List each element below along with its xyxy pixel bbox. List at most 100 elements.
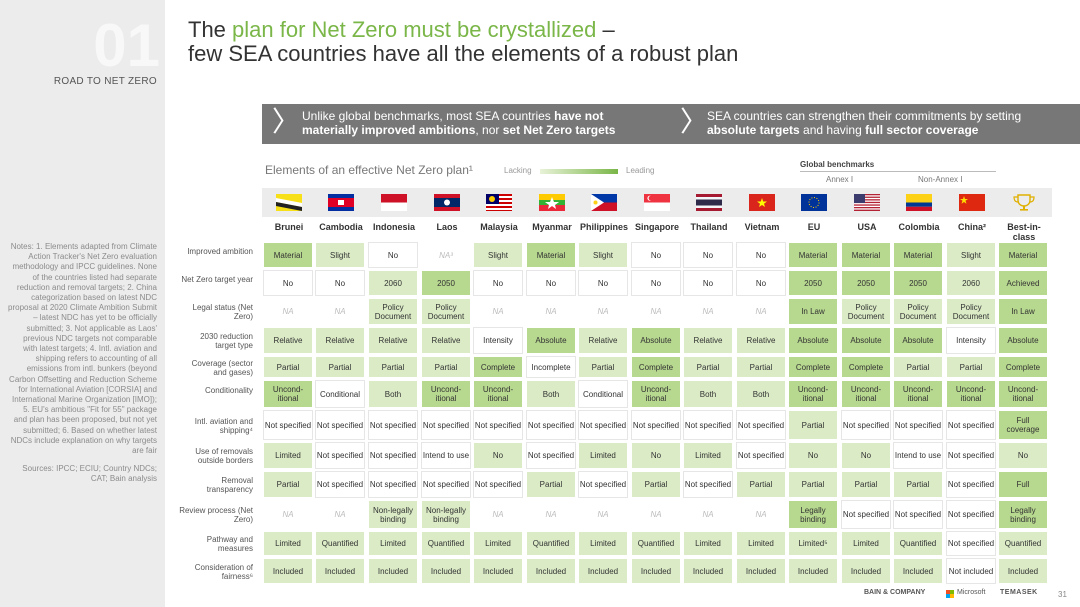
annex1-label: Annex I	[826, 175, 854, 184]
table-cell: Included	[368, 558, 418, 584]
table-cell: Non-legally binding	[421, 500, 471, 529]
trophy-icon	[1012, 194, 1035, 211]
table-cell: Uncond-itional	[421, 380, 471, 408]
table-cell: Partial	[736, 471, 786, 498]
table-cell: Absolute	[893, 327, 943, 354]
table-cell: NA	[473, 298, 523, 325]
title-line2: few SEA countries have all the elements …	[188, 41, 739, 66]
table-cell: Uncond-itional	[788, 380, 838, 408]
column-header: Brunei	[274, 222, 304, 232]
bain-logo: BAIN & COMPANY	[864, 589, 926, 596]
table-cell: Material	[788, 242, 838, 268]
legend-low-label: Lacking	[504, 166, 532, 175]
table-cell: Partial	[368, 356, 418, 378]
table-cell: Quantified	[893, 531, 943, 556]
table-cell: Relative	[263, 327, 313, 354]
table-cell: In Law	[788, 298, 838, 325]
table-cell: Uncond-itional	[631, 380, 681, 408]
table-cell: NA	[526, 500, 576, 529]
table-cell: Not specified	[473, 471, 523, 498]
table-cell: Limited	[263, 442, 313, 469]
table-cell: Not included	[946, 558, 996, 584]
table-cell: NA	[578, 298, 628, 325]
column-header: Myanmar	[532, 222, 572, 232]
temasek-logo: TEMASEK	[1000, 589, 1038, 596]
table-cell: Not specified	[368, 410, 418, 440]
cambodia-flag-icon	[327, 194, 354, 211]
column-header: Laos	[436, 222, 458, 232]
table-cell: Intend to use	[421, 442, 471, 469]
column-header: Vietnam	[744, 222, 780, 232]
table-cell: NA	[526, 298, 576, 325]
table-cell: Absolute	[841, 327, 891, 354]
title-highlight: plan for Net Zero must be crystallized	[232, 17, 597, 42]
table-cell: No	[788, 442, 838, 469]
table-cell: Not specified	[736, 410, 786, 440]
table-cell: No	[683, 270, 733, 296]
table-cell: Not specified	[368, 471, 418, 498]
table-cell: Included	[526, 558, 576, 584]
table-cell: Limited	[578, 442, 628, 469]
table-cell: Complete	[788, 356, 838, 378]
table-cell: Both	[368, 380, 418, 408]
column-header: Best-in-class	[1007, 222, 1041, 242]
notes-text: Notes: 1. Elements adapted from Climate …	[8, 242, 157, 456]
table-cell: Not specified	[893, 410, 943, 440]
table-cell: Not specified	[315, 442, 365, 469]
table-cell: Uncond-itional	[946, 380, 996, 408]
table-cell: In Law	[998, 298, 1048, 325]
table-cell: Absolute	[526, 327, 576, 354]
table-cell: Limited⁵	[788, 531, 838, 556]
table-cell: Not specified	[315, 410, 365, 440]
column-header: EU	[807, 222, 821, 232]
row-label: Review process (Net Zero)	[179, 506, 253, 524]
table-cell: Partial	[788, 410, 838, 440]
table-cell: Included	[631, 558, 681, 584]
table-cell: Both	[683, 380, 733, 408]
table-cell: Not specified	[736, 442, 786, 469]
table-cell: Intend to use	[893, 442, 943, 469]
legend-gradient-bar	[540, 169, 618, 174]
table-cell: Not specified	[946, 442, 996, 469]
table-cell: NA	[473, 500, 523, 529]
section-label: ROAD TO NET ZERO	[53, 76, 157, 87]
table-cell: Included	[841, 558, 891, 584]
section-number: 01	[93, 12, 160, 79]
table-cell: Relative	[578, 327, 628, 354]
banner-right-text: SEA countries can strengthen their commi…	[707, 109, 1022, 137]
table-cell: Quantified	[631, 531, 681, 556]
table-cell: Achieved	[998, 270, 1048, 296]
table-cell: Limited	[263, 531, 313, 556]
chevron-right-icon: 〉	[680, 106, 709, 137]
row-label: Net Zero target year	[181, 274, 253, 284]
table-cell: Both	[526, 380, 576, 408]
table-cell: Uncond-itional	[841, 380, 891, 408]
laos-flag-icon	[433, 194, 460, 211]
table-cell: Limited	[578, 531, 628, 556]
table-cell: Not specified	[841, 500, 891, 529]
column-header: Cambodia	[319, 222, 363, 232]
table-cell: Policy Document	[421, 298, 471, 325]
microsoft-label: Microsoft	[957, 589, 986, 596]
table-cell: Not specified	[841, 410, 891, 440]
table-cell: Not specified	[368, 442, 418, 469]
table-cell: Not specified	[893, 500, 943, 529]
table-cell: Uncond-itional	[263, 380, 313, 408]
benchmarks-label: Global benchmarks	[800, 160, 875, 169]
table-cell: Not specified	[631, 410, 681, 440]
colombia-flag-icon	[905, 194, 932, 211]
chevron-right-icon: 〉	[272, 106, 301, 137]
table-cell: Not specified	[526, 442, 576, 469]
table-cell: Not specified	[946, 531, 996, 556]
column-header: Indonesia	[372, 222, 415, 232]
table-cell: Non-legally binding	[368, 500, 418, 529]
table-cell: Included	[788, 558, 838, 584]
table-cell: Policy Document	[946, 298, 996, 325]
table-cell: Partial	[841, 471, 891, 498]
table-cell: Relative	[683, 327, 733, 354]
table-cell: Relative	[315, 327, 365, 354]
table-cell: Not specified	[578, 410, 628, 440]
table-cell: Material	[998, 242, 1048, 268]
myanmar-flag-icon	[538, 194, 565, 211]
table-cell: Not specified	[946, 471, 996, 498]
